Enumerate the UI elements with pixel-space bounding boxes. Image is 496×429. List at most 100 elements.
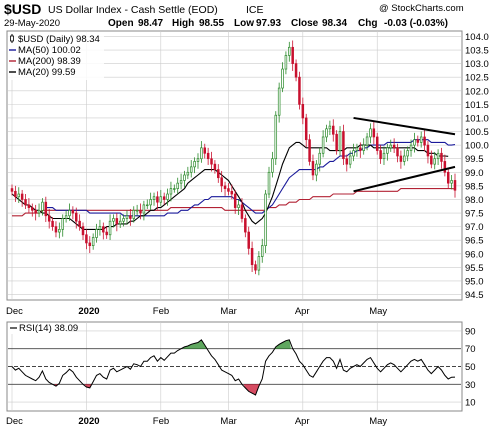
price-y-tick-label: 98.5	[465, 181, 484, 192]
candle-body	[389, 144, 392, 149]
legend-box	[8, 32, 104, 80]
candle-body	[206, 152, 210, 160]
candle-body	[230, 190, 234, 195]
ma200-line	[12, 188, 456, 217]
candle-body	[95, 229, 98, 238]
price-y-tick-label: 101.5	[465, 100, 489, 111]
candle-body	[217, 169, 220, 179]
candle-body	[294, 63, 298, 78]
candle-body	[75, 212, 78, 222]
candle-body	[102, 226, 105, 233]
candle-body	[68, 209, 71, 217]
candle-body	[54, 226, 58, 233]
candle-body	[20, 193, 24, 200]
open-value: 98.47	[138, 18, 163, 29]
rsi-y-tick-label: 70	[465, 344, 476, 355]
candle-body	[288, 46, 291, 56]
candle-body	[277, 87, 281, 116]
candle-body	[443, 161, 447, 173]
candle-body	[186, 171, 190, 176]
candle-body	[419, 136, 423, 143]
rsi-x-tick-label: Dec	[6, 416, 23, 427]
price-y-tick-label: 96.0	[465, 249, 484, 260]
legend-entry: $USD (Daily) 98.34	[18, 34, 100, 45]
candle-body	[345, 158, 349, 165]
candle-body	[274, 114, 278, 160]
candle-body	[406, 150, 409, 157]
price-y-tick-label: 100.0	[465, 141, 489, 152]
rsi-x-axis: Dec 2020 Feb Mar Apr May	[6, 416, 387, 427]
candle-body	[436, 152, 440, 160]
candle-body	[257, 256, 261, 271]
price-y-tick-label: 97.0	[465, 222, 484, 233]
candle-body	[85, 234, 88, 244]
candle-body	[440, 152, 443, 162]
candle-body	[291, 46, 294, 64]
candle-body	[430, 155, 433, 165]
candle-body	[203, 147, 207, 154]
candle-body	[271, 158, 274, 173]
ma50-line	[45, 139, 456, 217]
candle-body	[328, 125, 332, 130]
candle-body	[37, 209, 41, 214]
candle-body	[264, 193, 267, 247]
price-y-tick-label: 103.0	[465, 59, 489, 70]
rsi-y-tick-label: 10	[465, 398, 476, 409]
chg-label: Chg	[358, 18, 377, 29]
price-y-tick-label: 102.0	[465, 86, 489, 97]
candle-body	[105, 231, 108, 236]
rsi-x-tick-label: 2020	[78, 416, 99, 427]
price-y-tick-label: 95.5	[465, 263, 484, 274]
candle-body	[237, 204, 240, 208]
candle-body	[193, 161, 196, 168]
close-value: 98.34	[322, 18, 347, 29]
low-label: Low	[234, 18, 254, 29]
candle-body	[348, 155, 352, 165]
quote-date: 29-May-2020	[4, 18, 60, 29]
candle-body	[71, 209, 75, 214]
legend-entry: MA(20) 99.59	[18, 67, 76, 78]
price-y-tick-label: 99.0	[465, 168, 484, 179]
candle-body	[14, 190, 17, 198]
candle-body	[254, 264, 257, 271]
rsi-line	[11, 339, 456, 396]
candle-body	[129, 215, 132, 219]
candle-body	[98, 226, 102, 230]
candle-body	[284, 55, 288, 70]
candle-body	[281, 68, 284, 89]
candle-body	[210, 158, 213, 165]
candle-body	[267, 171, 271, 195]
candle-body	[196, 158, 200, 162]
candle-body	[41, 201, 44, 211]
candle-body	[399, 155, 403, 162]
candle-body	[10, 188, 14, 192]
candle-body	[179, 180, 183, 184]
candle-body	[233, 193, 237, 208]
candle-body	[315, 163, 318, 176]
candle-body	[149, 199, 152, 206]
candle-body	[139, 209, 142, 214]
trendline-layer	[353, 116, 456, 193]
candle-body	[301, 104, 305, 119]
ma20-line	[11, 141, 449, 230]
rsi-legend: RSI(14) 38.09	[19, 323, 78, 334]
price-x-tick-label: Dec	[6, 306, 23, 317]
candle-icon-body	[10, 35, 14, 42]
rsi-fill-layer	[54, 339, 291, 395]
price-y-tick-label: 102.5	[465, 73, 489, 84]
rsi-line-layer	[11, 339, 456, 396]
candle-body	[88, 242, 92, 247]
candle-body	[159, 196, 163, 203]
candle-body	[335, 133, 338, 151]
price-y-tick-label: 96.5	[465, 236, 484, 247]
candle-body	[166, 193, 169, 200]
candle-layer	[10, 40, 457, 276]
candle-body	[220, 177, 223, 187]
candle-body	[365, 136, 369, 146]
candle-body	[169, 188, 173, 195]
candle-body	[372, 128, 376, 138]
rsi-x-tick-label: Feb	[153, 416, 169, 427]
candle-body	[91, 237, 95, 247]
